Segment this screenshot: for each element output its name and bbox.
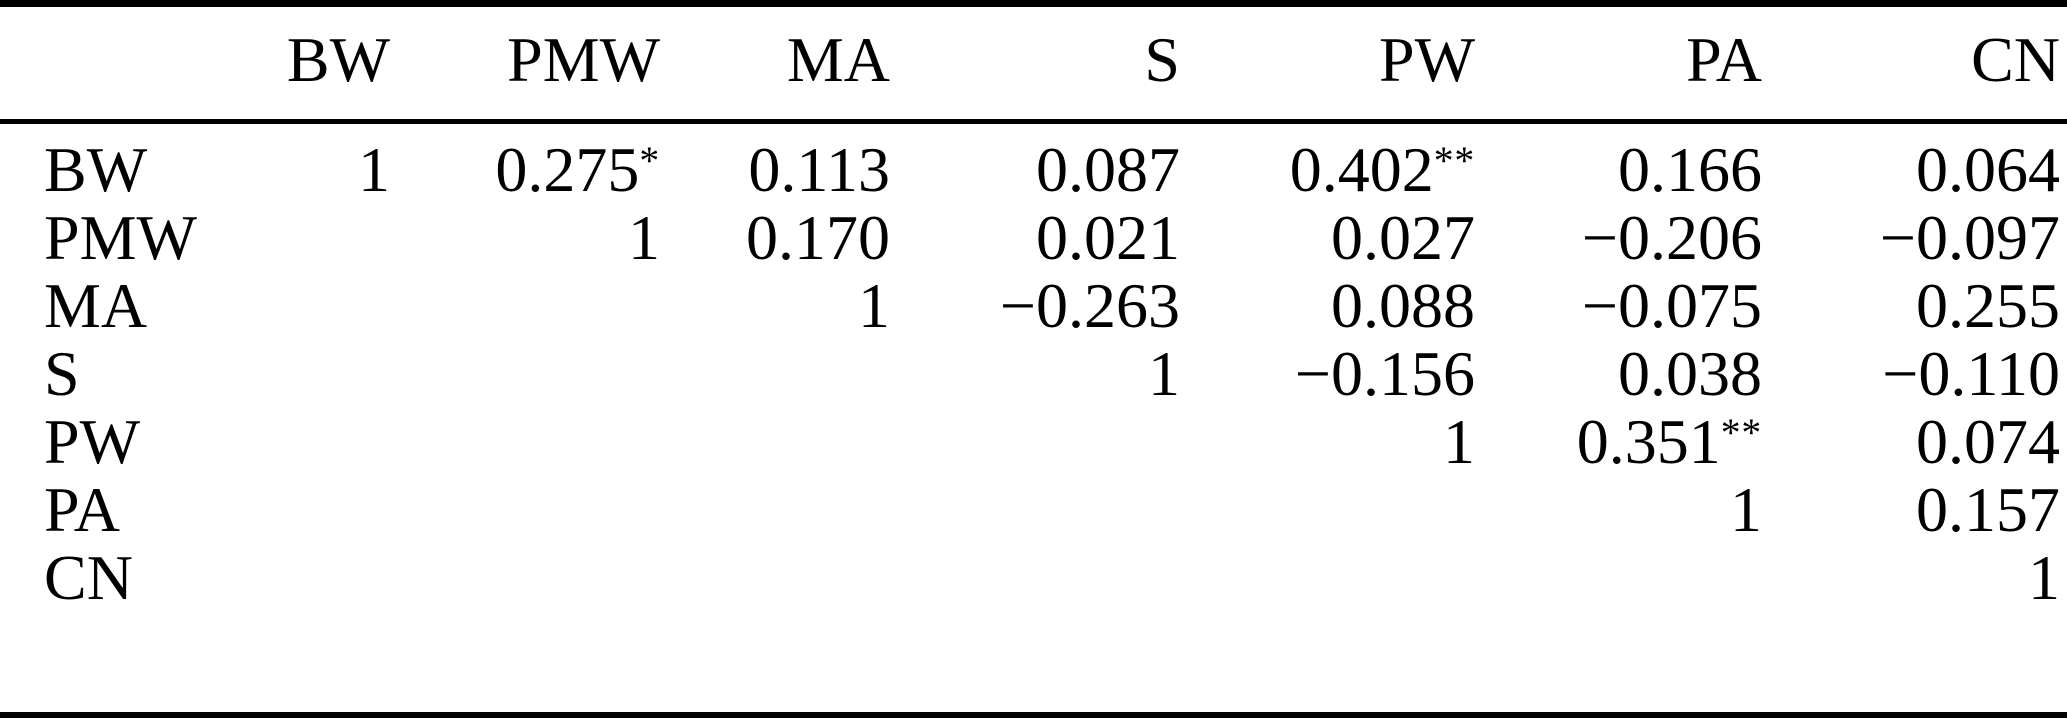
row-label-pa: PA bbox=[44, 474, 120, 545]
significance-marker: ** bbox=[1720, 411, 1762, 456]
significance-marker: * bbox=[639, 139, 660, 184]
correlation-cell bbox=[1180, 544, 1475, 612]
row-label-cn: CN bbox=[44, 542, 133, 613]
correlation-cell bbox=[250, 272, 390, 340]
correlation-cell: 0.402** bbox=[1289, 134, 1475, 205]
correlation-cell: −0.075 bbox=[1581, 270, 1762, 341]
correlation-cell bbox=[390, 272, 660, 340]
correlation-cell bbox=[660, 544, 890, 612]
row-label-bw: BW bbox=[44, 134, 148, 205]
correlation-cell bbox=[390, 408, 660, 476]
correlation-cell bbox=[660, 476, 890, 544]
row-label-pw: PW bbox=[44, 406, 140, 477]
table-row: PW 1 0.351** 0.074 bbox=[0, 408, 2060, 476]
correlation-cell: 0.021 bbox=[1036, 202, 1180, 273]
table-top-rule bbox=[0, 0, 2067, 7]
correlation-cell: 0.157 bbox=[1916, 474, 2060, 545]
column-header-s: S bbox=[1144, 23, 1180, 95]
header-row: BW PMW MA S PW PA CN bbox=[0, 0, 2060, 119]
column-header-pw: PW bbox=[1379, 23, 1475, 95]
correlation-cell bbox=[390, 544, 660, 612]
corner-cell bbox=[0, 0, 250, 119]
table-row: S 1 −0.156 0.038 −0.110 bbox=[0, 340, 2060, 408]
correlation-cell bbox=[1180, 476, 1475, 544]
correlation-cell: 1 bbox=[628, 202, 660, 273]
correlation-cell: 0.038 bbox=[1618, 338, 1762, 409]
correlation-cell: 0.113 bbox=[748, 134, 890, 205]
table-row: PA 1 0.157 bbox=[0, 476, 2060, 544]
column-header-ma: MA bbox=[786, 23, 890, 95]
correlation-cell: 1 bbox=[1148, 338, 1180, 409]
correlation-cell: 0.166 bbox=[1618, 134, 1762, 205]
table-header-rule bbox=[0, 119, 2067, 124]
column-header-cn: CN bbox=[1971, 23, 2060, 95]
correlation-cell bbox=[390, 340, 660, 408]
significance-marker: ** bbox=[1433, 139, 1475, 184]
correlation-cell bbox=[890, 476, 1180, 544]
correlation-cell: −0.097 bbox=[1879, 202, 2060, 273]
correlation-cell: −0.156 bbox=[1294, 338, 1475, 409]
column-header-pmw: PMW bbox=[507, 23, 660, 95]
column-header-bw: BW bbox=[286, 23, 390, 95]
correlation-cell: 0.074 bbox=[1916, 406, 2060, 477]
correlation-cell: 0.087 bbox=[1036, 134, 1180, 205]
correlation-cell bbox=[250, 204, 390, 272]
table-row: CN 1 bbox=[0, 544, 2060, 612]
correlation-cell bbox=[890, 408, 1180, 476]
row-label-pmw: PMW bbox=[44, 202, 197, 273]
correlation-cell bbox=[250, 408, 390, 476]
correlation-cell bbox=[250, 340, 390, 408]
correlation-cell: 0.255 bbox=[1916, 270, 2060, 341]
correlation-cell: 1 bbox=[858, 270, 890, 341]
correlation-cell: 0.027 bbox=[1331, 202, 1475, 273]
correlation-cell: 0.275* bbox=[495, 134, 660, 205]
correlation-cell: 1 bbox=[2028, 542, 2060, 613]
correlation-cell: 0.351** bbox=[1576, 406, 1762, 477]
correlation-cell: −0.206 bbox=[1581, 202, 1762, 273]
correlation-cell bbox=[890, 544, 1180, 612]
row-label-ma: MA bbox=[44, 270, 148, 341]
correlation-cell: 1 bbox=[358, 134, 390, 205]
correlation-cell: 0.064 bbox=[1916, 134, 2060, 205]
column-header-pa: PA bbox=[1686, 23, 1762, 95]
table-bottom-rule bbox=[0, 712, 2067, 718]
correlation-cell bbox=[250, 476, 390, 544]
correlation-cell bbox=[390, 476, 660, 544]
correlation-matrix-table: BW PMW MA S PW PA CN BW 1 0.275* 0.113 0.087… bbox=[0, 0, 2060, 612]
correlation-cell: 1 bbox=[1443, 406, 1475, 477]
correlation-cell: −0.263 bbox=[999, 270, 1180, 341]
row-label-s: S bbox=[44, 338, 80, 409]
correlation-cell: 0.170 bbox=[746, 202, 890, 273]
table-row: MA 1 −0.263 0.088 −0.075 0.255 bbox=[0, 272, 2060, 340]
correlation-cell bbox=[660, 340, 890, 408]
correlation-cell bbox=[660, 408, 890, 476]
correlation-cell bbox=[250, 544, 390, 612]
correlation-cell: 0.088 bbox=[1331, 270, 1475, 341]
correlation-cell: 1 bbox=[1730, 474, 1762, 545]
table-body: BW 1 0.275* 0.113 0.087 0.402** 0.166 0.064 PMW 1… bbox=[0, 119, 2060, 612]
correlation-cell: −0.110 bbox=[1882, 338, 2060, 409]
table-row: PMW 1 0.170 0.021 0.027 −0.206 −0.097 bbox=[0, 204, 2060, 272]
table-row: BW 1 0.275* 0.113 0.087 0.402** 0.166 0.064 bbox=[0, 136, 2060, 204]
correlation-cell bbox=[1475, 544, 1762, 612]
table-header: BW PMW MA S PW PA CN bbox=[0, 0, 2060, 119]
